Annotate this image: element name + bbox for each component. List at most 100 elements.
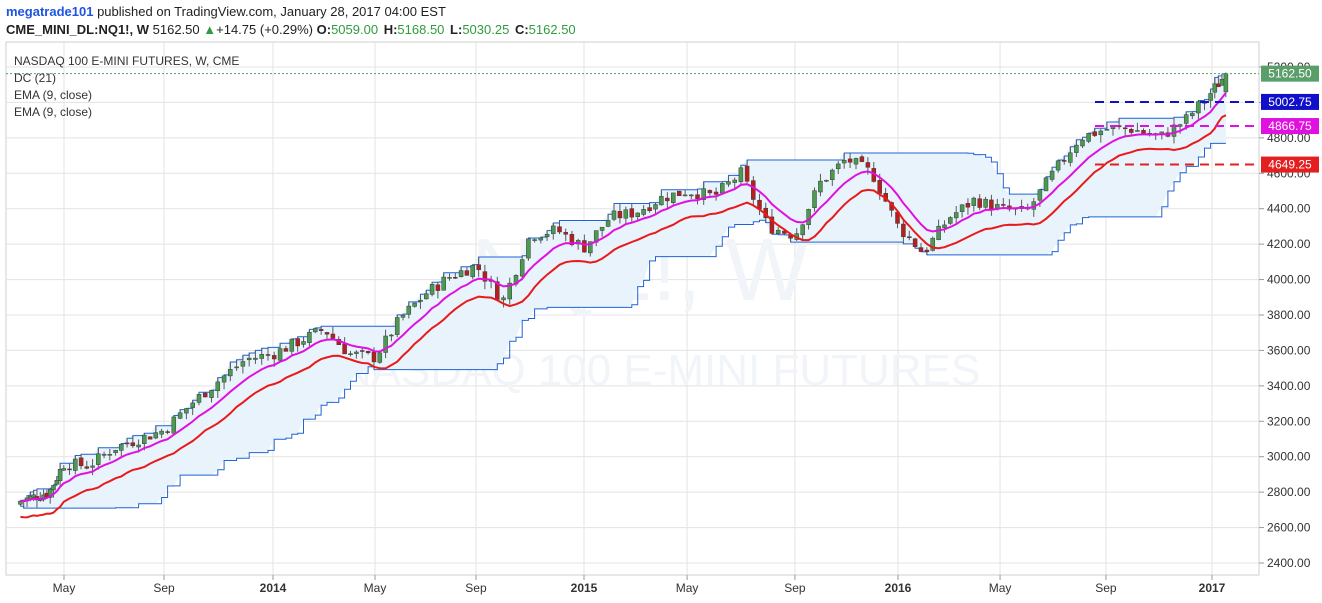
- candle[interactable]: [841, 160, 847, 164]
- candle[interactable]: [689, 194, 694, 197]
- candle[interactable]: [1122, 127, 1128, 130]
- candle[interactable]: [659, 196, 664, 206]
- candle[interactable]: [501, 297, 506, 301]
- candle[interactable]: [713, 191, 719, 195]
- legend-item-ema-slow[interactable]: EMA (9, close): [14, 105, 93, 119]
- candle[interactable]: [635, 212, 640, 217]
- candle[interactable]: [377, 352, 383, 363]
- candle[interactable]: [726, 181, 731, 185]
- candle[interactable]: [159, 430, 164, 435]
- candle[interactable]: [1196, 101, 1201, 114]
- candle[interactable]: [599, 226, 605, 231]
- candle[interactable]: [330, 333, 336, 339]
- candle[interactable]: [507, 282, 512, 300]
- candle[interactable]: [526, 238, 531, 259]
- candle[interactable]: [751, 180, 756, 200]
- candle[interactable]: [563, 232, 568, 235]
- candle[interactable]: [701, 188, 706, 200]
- candle[interactable]: [1092, 131, 1097, 136]
- candle[interactable]: [617, 211, 623, 219]
- candle[interactable]: [611, 210, 617, 220]
- candle[interactable]: [412, 302, 417, 307]
- donchian-lower[interactable]: [20, 142, 1226, 509]
- ema-lines[interactable]: [20, 92, 1227, 519]
- candle[interactable]: [1104, 129, 1110, 131]
- candle[interactable]: [1190, 113, 1195, 117]
- candle[interactable]: [265, 354, 271, 356]
- candle[interactable]: [959, 204, 965, 212]
- candle[interactable]: [184, 408, 189, 414]
- candle[interactable]: [1208, 93, 1213, 101]
- candle[interactable]: [971, 197, 977, 206]
- candle[interactable]: [588, 241, 593, 254]
- candle[interactable]: [623, 209, 629, 219]
- candle[interactable]: [983, 198, 988, 208]
- candle[interactable]: [707, 190, 713, 194]
- candle[interactable]: [119, 443, 124, 451]
- candle[interactable]: [124, 442, 130, 445]
- candle[interactable]: [582, 240, 587, 253]
- candle[interactable]: [532, 239, 537, 241]
- candle[interactable]: [671, 192, 676, 203]
- candle[interactable]: [942, 224, 947, 228]
- candle[interactable]: [1080, 139, 1085, 147]
- candle[interactable]: [394, 317, 400, 335]
- candle[interactable]: [720, 183, 725, 194]
- y-axis[interactable]: 2400.00 2600.00 2800.00 3000.00 3200.00 3400.…: [1259, 60, 1311, 570]
- candle[interactable]: [429, 284, 435, 295]
- candle[interactable]: [629, 208, 635, 218]
- candle[interactable]: [1074, 144, 1079, 153]
- candle[interactable]: [1223, 73, 1229, 93]
- candle[interactable]: [313, 328, 318, 333]
- candle[interactable]: [228, 369, 233, 377]
- candle[interactable]: [307, 331, 312, 343]
- candle[interactable]: [177, 412, 183, 419]
- candle[interactable]: [277, 348, 283, 361]
- candle[interactable]: [190, 402, 195, 408]
- candle[interactable]: [738, 167, 744, 183]
- candle[interactable]: [234, 366, 239, 369]
- candle[interactable]: [1183, 114, 1189, 124]
- candle[interactable]: [301, 341, 306, 345]
- candle[interactable]: [744, 165, 750, 182]
- candle[interactable]: [835, 163, 841, 170]
- candle[interactable]: [31, 494, 36, 498]
- candle[interactable]: [800, 224, 805, 236]
- candle[interactable]: [653, 204, 658, 210]
- candle[interactable]: [676, 190, 682, 196]
- candle[interactable]: [101, 453, 107, 456]
- candle[interactable]: [209, 390, 214, 398]
- candle[interactable]: [464, 270, 470, 276]
- candle[interactable]: [912, 238, 918, 248]
- candle[interactable]: [775, 229, 781, 234]
- candle[interactable]: [51, 485, 56, 491]
- candle[interactable]: [253, 357, 258, 360]
- candle[interactable]: [57, 469, 63, 481]
- candle[interactable]: [73, 458, 78, 471]
- candle[interactable]: [930, 237, 935, 251]
- candle[interactable]: [1171, 124, 1177, 137]
- candle[interactable]: [901, 223, 906, 238]
- candle[interactable]: [153, 432, 159, 439]
- candle[interactable]: [458, 270, 464, 277]
- candle[interactable]: [400, 314, 406, 318]
- candle[interactable]: [221, 375, 227, 383]
- candle[interactable]: [1037, 189, 1043, 201]
- candle[interactable]: [406, 305, 412, 315]
- candle[interactable]: [1135, 130, 1140, 132]
- candle[interactable]: [977, 198, 982, 208]
- candle[interactable]: [948, 217, 953, 224]
- candle[interactable]: [918, 247, 924, 252]
- candle[interactable]: [365, 351, 371, 354]
- candle[interactable]: [953, 212, 959, 219]
- candle[interactable]: [202, 392, 208, 398]
- candle[interactable]: [90, 465, 95, 468]
- candle[interactable]: [695, 194, 700, 200]
- candle[interactable]: [67, 468, 72, 471]
- candle[interactable]: [1055, 160, 1061, 171]
- candle[interactable]: [1129, 129, 1134, 133]
- candle[interactable]: [482, 271, 488, 282]
- candle[interactable]: [847, 158, 853, 163]
- candle[interactable]: [732, 179, 737, 183]
- candle[interactable]: [470, 265, 475, 278]
